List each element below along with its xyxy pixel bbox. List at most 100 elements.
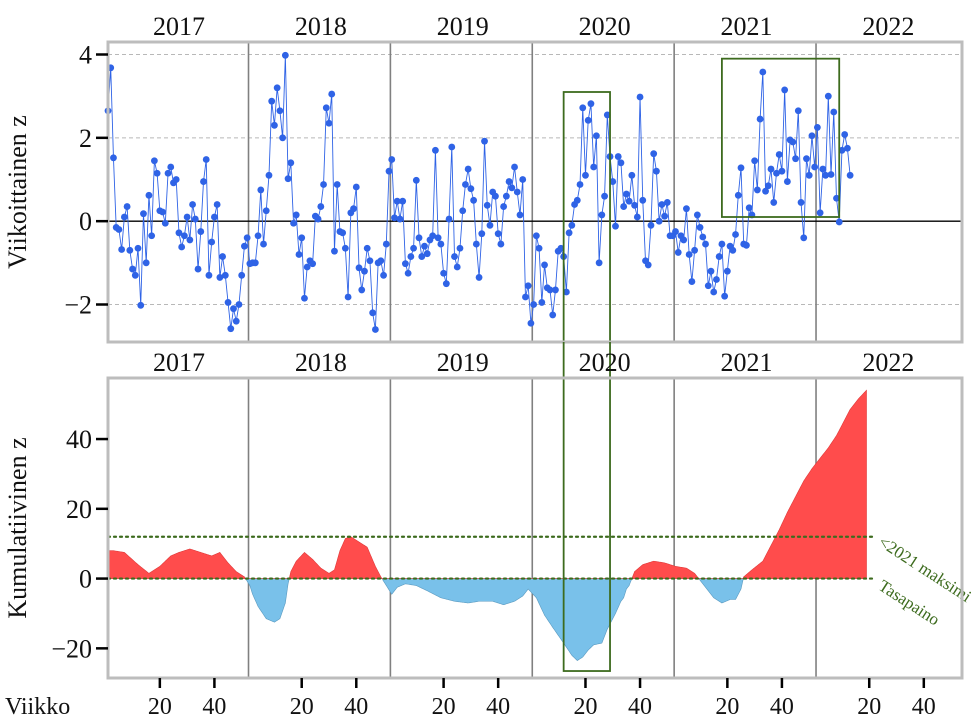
bottom-x-axis-label: Viikko bbox=[5, 694, 70, 720]
data-point bbox=[811, 163, 819, 171]
data-point bbox=[369, 309, 377, 317]
data-point bbox=[576, 181, 584, 188]
x-tick-label: 20 bbox=[715, 694, 739, 720]
data-point bbox=[268, 97, 276, 105]
data-point bbox=[557, 244, 565, 252]
data-point bbox=[429, 232, 437, 240]
data-point bbox=[601, 192, 608, 200]
data-point bbox=[546, 286, 554, 294]
data-point bbox=[279, 134, 287, 142]
data-point bbox=[295, 251, 303, 258]
data-point bbox=[691, 246, 699, 254]
data-point bbox=[813, 124, 821, 131]
data-point bbox=[590, 163, 598, 171]
top-year-labels: 2017 2018 2019 2020 2021 2022 bbox=[153, 12, 914, 41]
data-point bbox=[737, 164, 745, 172]
data-point bbox=[846, 171, 854, 179]
data-point bbox=[385, 167, 393, 175]
data-point bbox=[816, 209, 824, 217]
data-point bbox=[235, 301, 243, 308]
data-point bbox=[230, 305, 237, 313]
data-point bbox=[713, 276, 720, 283]
data-point bbox=[129, 265, 136, 273]
data-point bbox=[639, 196, 647, 204]
data-point bbox=[527, 319, 535, 327]
data-point bbox=[625, 197, 633, 205]
data-point bbox=[663, 199, 671, 206]
year-label: 2018 bbox=[295, 348, 347, 377]
data-point bbox=[792, 155, 799, 163]
data-point bbox=[562, 288, 570, 296]
data-point bbox=[516, 211, 524, 219]
data-point bbox=[833, 194, 840, 202]
x-tick-label: 40 bbox=[344, 694, 368, 720]
data-point bbox=[159, 208, 166, 216]
data-point bbox=[200, 178, 207, 185]
data-point bbox=[494, 230, 502, 238]
y-tick-label: −2 bbox=[64, 291, 92, 320]
data-point bbox=[456, 244, 464, 252]
data-point bbox=[393, 197, 401, 205]
data-point bbox=[770, 199, 778, 206]
data-point bbox=[361, 267, 368, 275]
x-tick-label: 40 bbox=[912, 694, 936, 720]
data-point bbox=[623, 190, 630, 198]
data-point bbox=[598, 211, 606, 219]
data-point bbox=[137, 301, 145, 309]
data-point bbox=[396, 215, 404, 223]
data-point bbox=[743, 241, 750, 249]
data-point bbox=[582, 171, 589, 179]
data-point bbox=[123, 203, 131, 210]
data-point bbox=[224, 299, 232, 306]
year-label: 2022 bbox=[862, 12, 914, 41]
data-point bbox=[647, 221, 655, 229]
data-point bbox=[407, 253, 415, 260]
data-point bbox=[655, 217, 663, 225]
data-point bbox=[699, 233, 707, 241]
data-point bbox=[284, 175, 292, 183]
data-point bbox=[764, 182, 772, 190]
data-point bbox=[328, 90, 336, 98]
data-point bbox=[467, 185, 475, 193]
x-tick-label: 20 bbox=[148, 694, 172, 720]
data-point bbox=[281, 51, 289, 59]
x-tick-label: 20 bbox=[573, 694, 597, 720]
bottom-x-ticks: 20 40 20 40 20 40 20 40 20 40 20 40 bbox=[148, 678, 936, 720]
data-point bbox=[339, 229, 347, 237]
data-point bbox=[767, 165, 775, 173]
data-point bbox=[205, 271, 213, 279]
data-point bbox=[803, 155, 810, 163]
data-point bbox=[475, 274, 483, 281]
data-point bbox=[115, 226, 123, 233]
data-point bbox=[797, 199, 805, 206]
y-tick-label: −20 bbox=[51, 634, 92, 663]
data-point bbox=[762, 187, 769, 195]
data-point bbox=[410, 244, 417, 252]
data-point bbox=[789, 138, 797, 146]
data-point bbox=[565, 229, 573, 237]
data-point bbox=[161, 219, 169, 227]
data-point bbox=[276, 107, 284, 115]
data-point bbox=[808, 132, 816, 140]
data-point bbox=[683, 205, 690, 213]
data-point bbox=[497, 240, 505, 248]
data-point bbox=[603, 111, 611, 119]
data-point bbox=[841, 131, 849, 138]
data-point bbox=[628, 171, 636, 179]
data-point bbox=[421, 242, 428, 250]
data-point bbox=[287, 159, 295, 167]
data-point bbox=[331, 247, 338, 255]
data-point bbox=[118, 246, 126, 253]
data-point bbox=[126, 246, 134, 254]
data-point bbox=[532, 232, 540, 240]
data-point bbox=[227, 325, 235, 333]
x-tick-label: 20 bbox=[857, 694, 881, 720]
data-point bbox=[535, 244, 543, 252]
data-point bbox=[584, 116, 592, 124]
bottom-year-separators bbox=[247, 378, 817, 678]
bottom-y-axis-label: Kumulatiivinen z bbox=[3, 437, 32, 618]
bottom-year-labels: 2017 2018 2019 2020 2021 2022 bbox=[153, 348, 914, 377]
x-tick-label: 20 bbox=[290, 694, 314, 720]
data-point bbox=[609, 178, 617, 185]
data-point bbox=[838, 146, 846, 154]
